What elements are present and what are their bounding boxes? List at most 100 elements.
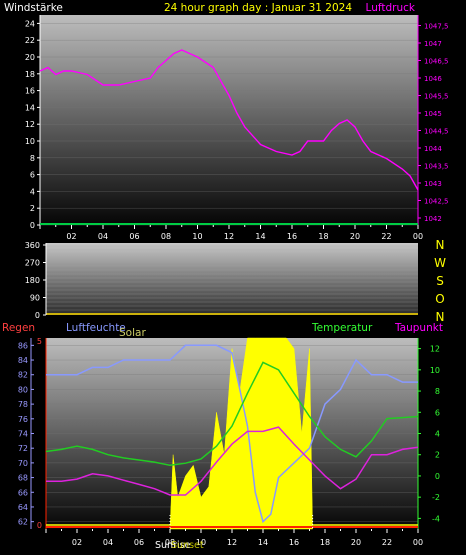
pressure-tick-label: 1047,5 (424, 23, 449, 31)
pressure-tick-label: 1044,5 (424, 128, 449, 136)
temperature-tick-label: -2 (432, 493, 440, 502)
panel3-series (45, 337, 419, 530)
x-tick-label: 00 (413, 538, 423, 547)
wind-tick-label: 16 (25, 87, 35, 96)
dewpoint-line (46, 426, 419, 496)
pressure-tick-label: 1045 (424, 110, 442, 118)
x-tick-label: 12 (227, 538, 237, 547)
x-tick-label: 22 (381, 232, 391, 241)
temperature-label: Temperatur (311, 322, 373, 334)
rain-axis: 50 (37, 337, 47, 530)
x-tick-label: 04 (98, 232, 108, 241)
chart-title: 24 hour graph day : Januar 31 2024 (164, 2, 352, 14)
humidity-label: Luftfeuchte (66, 322, 126, 334)
x-tick-label: 06 (134, 538, 144, 547)
wind-tick-label: 18 (25, 70, 35, 79)
x-tick-label: 00 (413, 232, 423, 241)
humidity-axis: 62 64 66 68 70 72 74 76 78 80 82 84 86 (18, 338, 34, 529)
pressure-label: Luftdruck (366, 2, 416, 14)
compass-label: O (435, 292, 444, 306)
humidity-line (46, 344, 418, 524)
x-tick-label: 16 (289, 538, 299, 547)
wind-tick-label: 6 (30, 171, 35, 180)
humidity-tick-label: 64 (18, 503, 28, 512)
compass-label: N (436, 238, 445, 252)
wind-strength-label: Windstärke (4, 2, 63, 14)
direction-tick-label: 180 (25, 276, 40, 285)
dewpoint-label: Taupunkt (394, 322, 443, 334)
humidity-tick-label: 68 (18, 474, 28, 483)
x-tick-label: 20 (350, 232, 360, 241)
temperature-tick-label: 4 (435, 430, 440, 439)
pressure-tick-label: 1046,5 (424, 58, 449, 66)
x-tick-label: 16 (287, 232, 297, 241)
solar-area (169, 337, 313, 530)
compass-label: N (436, 310, 445, 324)
humidity-tick-label: 74 (18, 430, 28, 439)
x-tick-label: 18 (318, 232, 328, 241)
wind-tick-label: 0 (30, 221, 35, 230)
sunset-label: Sunset (171, 540, 204, 551)
temperature-tick-label: 8 (435, 387, 440, 396)
panel1-x-axis: 02 04 06 08 10 12 14 16 18 20 22 00 (39, 225, 423, 241)
temperature-axis: -4 -2 0 2 4 6 8 10 12 (417, 338, 440, 529)
humidity-tick-label: 66 (18, 488, 28, 497)
x-tick-label: 02 (72, 538, 82, 547)
panel1-grid (40, 23, 418, 226)
wind-tick-label: 14 (25, 103, 35, 112)
humidity-tick-label: 76 (18, 415, 28, 424)
humidity-tick-label: 86 (18, 341, 28, 350)
solar-label: Solar (119, 327, 146, 339)
x-tick-label: 04 (103, 538, 113, 547)
wind-tick-label: 10 (25, 137, 35, 146)
humidity-tick-label: 84 (18, 356, 28, 365)
pressure-tick-label: 1042,5 (424, 198, 449, 206)
temperature-tick-label: 12 (430, 345, 440, 354)
humidity-tick-label: 72 (18, 444, 28, 453)
sunrise-label: Sunrise (155, 540, 191, 551)
x-tick-label: 08 (161, 232, 171, 241)
x-tick-label: 20 (351, 538, 361, 547)
panel2-background (46, 243, 418, 315)
wind-tick-label: 22 (25, 36, 35, 45)
pressure-tick-label: 1046 (424, 75, 442, 83)
panel3-x-axis: 02 04 06 08 10 12 14 16 18 20 22 00 (45, 529, 423, 547)
direction-tick-label: 270 (25, 259, 40, 268)
pressure-tick-label: 1042 (424, 215, 442, 223)
panel1-background (40, 15, 418, 225)
compass-label: W (434, 256, 446, 270)
pressure-tick-label: 1047 (424, 40, 442, 48)
x-tick-label: 08 (165, 538, 175, 547)
direction-tick-label: 0 (35, 311, 40, 320)
pressure-tick-label: 1045,5 (424, 93, 449, 101)
temperature-line (45, 361, 419, 467)
humidity-tick-label: 62 (18, 518, 28, 527)
x-tick-label: 14 (255, 232, 265, 241)
pressure-axis: 1042 1042,5 1043 1043,5 1044 1044,5 1045 1045,5… (417, 15, 449, 225)
pressure-tick-label: 1043,5 (424, 163, 449, 171)
direction-tick-label: 360 (25, 241, 40, 250)
temperature-tick-label: -4 (432, 514, 440, 523)
x-tick-label: 02 (66, 232, 76, 241)
humidity-tick-label: 82 (18, 371, 28, 380)
wind-tick-label: 24 (25, 19, 35, 28)
wind-tick-label: 4 (30, 187, 35, 196)
wind-tick-label: 20 (25, 53, 35, 62)
rain-tick-label: 0 (37, 521, 42, 530)
x-tick-label: 10 (192, 232, 202, 241)
x-tick-label: 06 (129, 232, 139, 241)
temperature-tick-label: 0 (435, 472, 440, 481)
x-tick-label: 14 (258, 538, 268, 547)
x-tick-label: 10 (196, 538, 206, 547)
x-tick-label: 12 (224, 232, 234, 241)
pressure-line (39, 49, 419, 191)
pressure-tick-label: 1044 (424, 145, 442, 153)
rain-tick-label: 5 (37, 337, 42, 346)
wind-tick-label: 12 (25, 120, 35, 129)
direction-tick-label: 90 (30, 294, 40, 303)
